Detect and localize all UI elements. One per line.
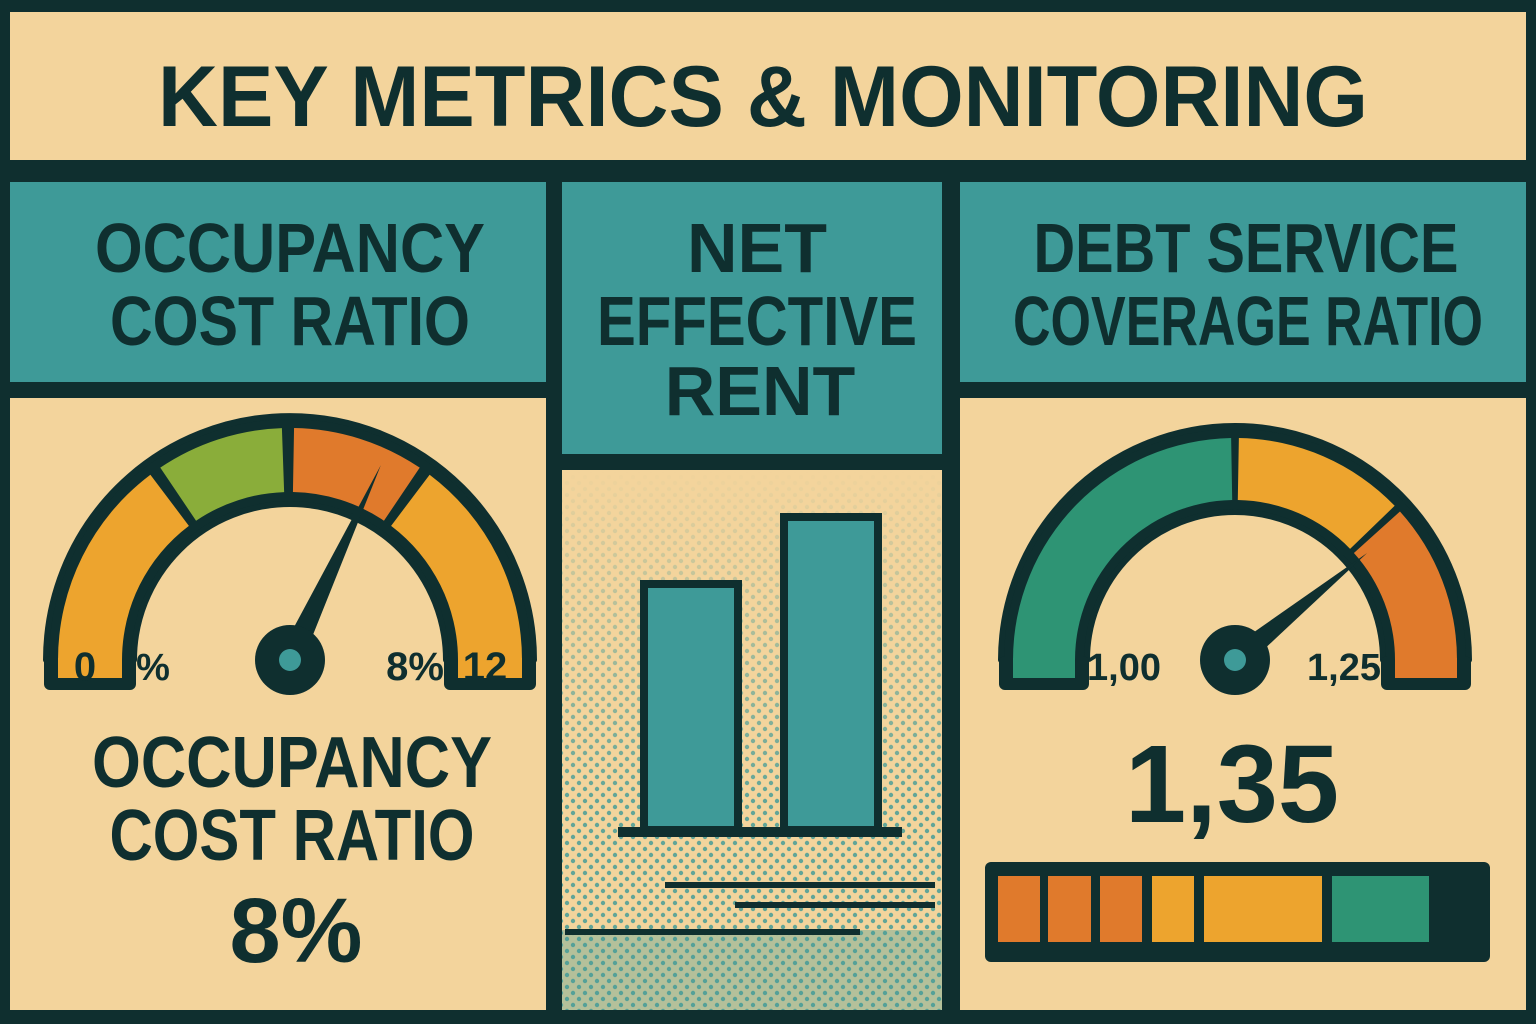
dscr-header-line1: DEBT SERVICE xyxy=(1034,209,1459,287)
bar-chart xyxy=(565,513,935,935)
title-band: KEY METRICS & MONITORING xyxy=(10,12,1526,160)
occupancy-panel: OCCUPANCY COST RATIO 0 % 8% 12 OCCUPANCY… xyxy=(10,182,546,1010)
ner-header-line1: NET xyxy=(687,209,827,287)
status-segment xyxy=(1332,876,1429,942)
bar-1 xyxy=(640,580,742,834)
ner-header-line2: EFFECTIVE xyxy=(597,282,917,360)
net-effective-rent-panel: NET EFFECTIVE RENT xyxy=(562,182,942,1010)
page-title: KEY METRICS & MONITORING xyxy=(158,49,1368,145)
gauge-segment xyxy=(292,428,420,521)
dscr-status-bar xyxy=(985,862,1490,962)
bar-2 xyxy=(780,513,882,834)
dscr-header-line2: COVERAGE RATIO xyxy=(1013,282,1483,360)
dscr-gauge xyxy=(998,423,1472,695)
gauge-segment xyxy=(1353,511,1457,660)
occupancy-caption-line2: COST RATIO xyxy=(110,796,475,876)
occupancy-caption-line1: OCCUPANCY xyxy=(92,723,492,803)
gauge-left-label: 1,00 xyxy=(1087,647,1161,689)
gauge-value-label: 8% xyxy=(386,645,444,689)
gauge-right-label: 1,25 xyxy=(1307,647,1381,689)
status-segment xyxy=(1204,876,1322,942)
dscr-panel: DEBT SERVICE COVERAGE RATIO 1,00 1,25 1,… xyxy=(960,182,1526,1010)
gauge-segment xyxy=(391,474,522,660)
gauge-unit-label: % xyxy=(136,647,170,689)
ner-header-line3: RENT xyxy=(665,352,856,430)
dscr-value: 1,35 xyxy=(1125,723,1339,846)
gauge-segment xyxy=(160,428,285,521)
occupancy-value: 8% xyxy=(230,880,363,982)
gauge-max-label: 12 xyxy=(463,645,508,689)
gauge-needle xyxy=(279,465,381,666)
gauge-min-label: 0 xyxy=(74,645,96,689)
status-segment xyxy=(998,876,1040,942)
gauge-segment xyxy=(1013,438,1233,660)
occupancy-header-line2: COST RATIO xyxy=(110,282,470,360)
occupancy-gauge xyxy=(43,413,537,695)
ner-header xyxy=(562,182,942,454)
occupancy-header-line1: OCCUPANCY xyxy=(95,209,485,287)
gauge-segment xyxy=(1237,438,1395,549)
occupancy-header xyxy=(10,182,546,382)
status-segment xyxy=(1048,876,1091,942)
status-segment xyxy=(1100,876,1142,942)
dscr-header xyxy=(960,182,1526,382)
status-segment xyxy=(1152,876,1194,942)
gauge-segment xyxy=(58,474,189,660)
